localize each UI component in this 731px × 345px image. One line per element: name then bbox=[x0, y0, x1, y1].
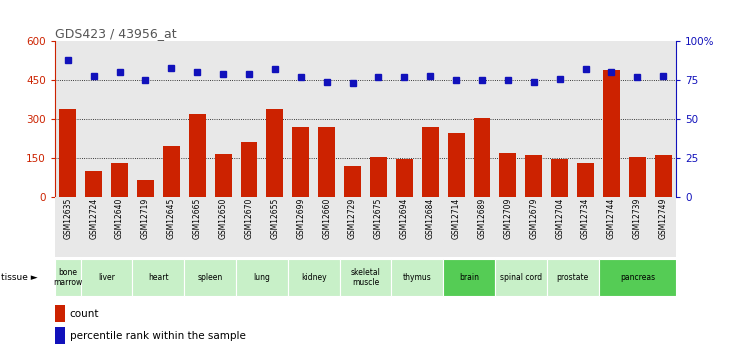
Text: GSM12729: GSM12729 bbox=[348, 198, 357, 239]
Text: count: count bbox=[69, 309, 99, 319]
Bar bbox=[443, 259, 495, 296]
Bar bbox=[499, 152, 516, 197]
Text: percentile rank within the sample: percentile rank within the sample bbox=[69, 332, 246, 342]
Text: thymus: thymus bbox=[403, 273, 431, 282]
Text: GSM12744: GSM12744 bbox=[607, 198, 616, 239]
Bar bbox=[240, 142, 257, 197]
Text: GSM12749: GSM12749 bbox=[659, 198, 667, 239]
Bar bbox=[132, 259, 184, 296]
Text: GSM12650: GSM12650 bbox=[219, 198, 227, 239]
Bar bbox=[495, 259, 547, 296]
Bar bbox=[267, 109, 284, 197]
Bar bbox=[577, 163, 594, 197]
Text: prostate: prostate bbox=[556, 273, 588, 282]
Text: GSM12635: GSM12635 bbox=[64, 198, 72, 239]
Text: spleen: spleen bbox=[197, 273, 223, 282]
Bar bbox=[59, 109, 76, 197]
Bar bbox=[547, 259, 599, 296]
Text: GSM12660: GSM12660 bbox=[322, 198, 331, 239]
Bar bbox=[447, 133, 464, 197]
Text: GSM12655: GSM12655 bbox=[270, 198, 279, 239]
Text: GSM12739: GSM12739 bbox=[633, 198, 642, 239]
Text: brain: brain bbox=[459, 273, 479, 282]
Text: GSM12699: GSM12699 bbox=[296, 198, 306, 239]
Bar bbox=[288, 259, 340, 296]
Text: GSM12645: GSM12645 bbox=[167, 198, 176, 239]
Bar bbox=[55, 327, 64, 344]
Bar bbox=[111, 163, 128, 197]
Text: GSM12719: GSM12719 bbox=[141, 198, 150, 239]
Bar bbox=[391, 259, 443, 296]
Text: GSM12684: GSM12684 bbox=[425, 198, 435, 239]
Bar bbox=[86, 171, 102, 197]
Bar bbox=[370, 157, 387, 197]
Bar bbox=[603, 70, 620, 197]
Bar bbox=[526, 155, 542, 197]
Bar bbox=[396, 159, 413, 197]
Bar bbox=[599, 259, 676, 296]
Bar bbox=[55, 197, 676, 257]
Text: GSM12665: GSM12665 bbox=[193, 198, 202, 239]
Text: GSM12670: GSM12670 bbox=[244, 198, 254, 239]
Bar bbox=[189, 114, 205, 197]
Text: GDS423 / 43956_at: GDS423 / 43956_at bbox=[55, 27, 176, 40]
Bar bbox=[215, 154, 232, 197]
Text: tissue ►: tissue ► bbox=[1, 273, 38, 282]
Bar bbox=[422, 127, 439, 197]
Bar bbox=[344, 166, 361, 197]
Bar bbox=[551, 159, 568, 197]
Text: GSM12724: GSM12724 bbox=[89, 198, 98, 239]
Text: spinal cord: spinal cord bbox=[500, 273, 542, 282]
Bar bbox=[55, 305, 64, 322]
Bar bbox=[184, 259, 236, 296]
Text: lung: lung bbox=[254, 273, 270, 282]
Text: GSM12694: GSM12694 bbox=[400, 198, 409, 239]
Text: GSM12640: GSM12640 bbox=[115, 198, 124, 239]
Text: heart: heart bbox=[148, 273, 169, 282]
Bar bbox=[80, 259, 132, 296]
Bar bbox=[655, 155, 672, 197]
Text: GSM12709: GSM12709 bbox=[504, 198, 512, 239]
Text: GSM12714: GSM12714 bbox=[452, 198, 461, 239]
Text: GSM12675: GSM12675 bbox=[374, 198, 383, 239]
Text: liver: liver bbox=[98, 273, 115, 282]
Bar bbox=[340, 259, 391, 296]
Text: skeletal
muscle: skeletal muscle bbox=[351, 268, 380, 287]
Bar bbox=[292, 127, 309, 197]
Bar bbox=[474, 118, 491, 197]
Text: GSM12704: GSM12704 bbox=[555, 198, 564, 239]
Text: kidney: kidney bbox=[301, 273, 327, 282]
Bar bbox=[629, 157, 645, 197]
Text: bone
marrow: bone marrow bbox=[53, 268, 83, 287]
Text: pancreas: pancreas bbox=[620, 273, 655, 282]
Text: GSM12734: GSM12734 bbox=[581, 198, 590, 239]
Text: GSM12679: GSM12679 bbox=[529, 198, 538, 239]
Bar bbox=[55, 259, 80, 296]
Bar bbox=[137, 180, 154, 197]
Bar bbox=[163, 146, 180, 197]
Bar bbox=[236, 259, 288, 296]
Text: GSM12689: GSM12689 bbox=[477, 198, 487, 239]
Bar bbox=[318, 127, 335, 197]
